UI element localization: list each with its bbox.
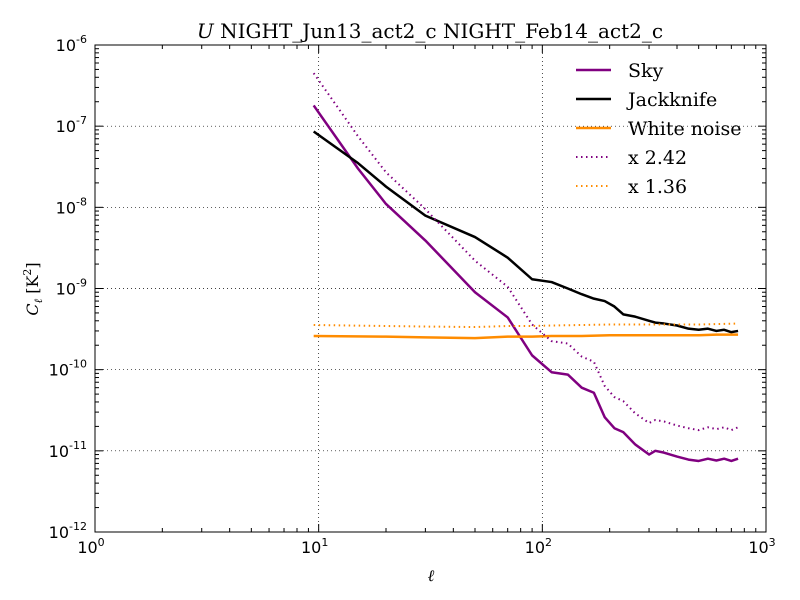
y-tick-label: 10-9 bbox=[56, 277, 87, 299]
series-line-white-noise bbox=[313, 333, 739, 340]
series-line-x-2-42 bbox=[312, 72, 739, 432]
y-axis-label: Cℓ [K2] bbox=[21, 262, 45, 315]
tick-layer: 100 101 102 103 10-12 10-11 10-10 10-9 10-8 10-7 1… bbox=[49, 33, 776, 557]
series-layer bbox=[312, 72, 739, 463]
chart-title-main: NIGHT_Jun13_act2_c NIGHT_Feb14_act2_c bbox=[214, 19, 663, 43]
chart-title-italic: U bbox=[197, 19, 215, 43]
y-axis-label-main: C bbox=[23, 303, 42, 315]
legend-label-sky: Sky bbox=[628, 60, 664, 82]
x-tick-label: 103 bbox=[748, 536, 775, 557]
legend-label-jackknife: Jackknife bbox=[626, 89, 717, 111]
series-line-x-1-36 bbox=[313, 322, 739, 329]
y-axis-label-unit: [K bbox=[23, 275, 42, 294]
x-axis-label: ℓ bbox=[428, 566, 435, 585]
chart-title: U NIGHT_Jun13_act2_c NIGHT_Feb14_act2_c bbox=[197, 19, 663, 43]
x-tick-label: 100 bbox=[77, 536, 104, 557]
y-tick-label: 10-6 bbox=[56, 33, 87, 55]
legend-label-white-noise: White noise bbox=[628, 118, 742, 140]
y-tick-label: 10-10 bbox=[49, 358, 87, 380]
legend-label-x-1-36: x 1.36 bbox=[628, 176, 687, 198]
y-tick-label: 10-8 bbox=[56, 195, 87, 217]
legend-label-x-2-42: x 2.42 bbox=[628, 147, 687, 169]
y-axis-label-unit-exp: 2 bbox=[21, 269, 34, 276]
series-line-jackknife bbox=[312, 130, 739, 334]
x-tick-label: 102 bbox=[525, 536, 552, 557]
y-axis-label-sub: ℓ bbox=[32, 298, 45, 303]
series-line-sky bbox=[312, 104, 739, 463]
y-tick-label: 10-12 bbox=[49, 520, 87, 542]
legend: Sky Jackknife White noise x 2.42 x 1.36 bbox=[576, 60, 742, 198]
y-tick-label: 10-7 bbox=[56, 114, 87, 136]
y-axis-label-unit-close: ] bbox=[23, 262, 42, 268]
y-tick-label: 10-11 bbox=[49, 439, 87, 461]
x-tick-label: 101 bbox=[301, 536, 328, 557]
